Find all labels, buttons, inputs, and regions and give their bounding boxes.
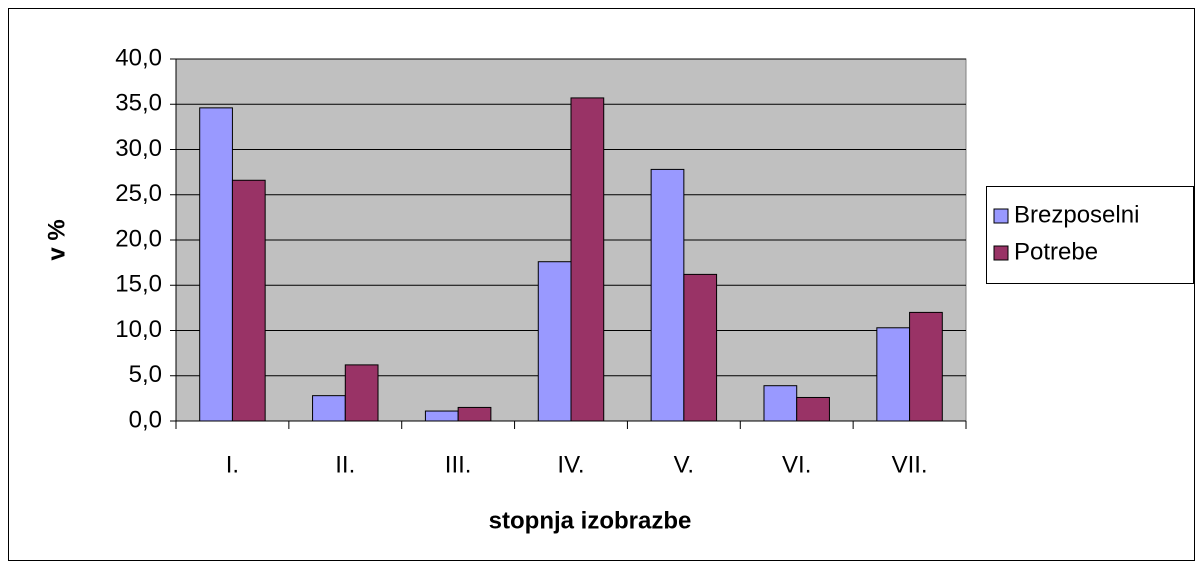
bar bbox=[763, 385, 798, 422]
x-tick-label: I. bbox=[226, 451, 239, 478]
y-tick-label: 20,0 bbox=[115, 225, 162, 252]
y-tick-label: 0,0 bbox=[129, 406, 162, 433]
legend-label: Potrebe bbox=[1014, 238, 1098, 265]
y-tick-label: 40,0 bbox=[115, 44, 162, 71]
bar bbox=[312, 395, 346, 422]
legend-box bbox=[986, 186, 1194, 284]
bar bbox=[457, 406, 492, 422]
legend-swatch bbox=[993, 245, 1009, 261]
bar bbox=[570, 97, 605, 422]
y-tick-label: 15,0 bbox=[115, 271, 162, 298]
x-tick-label: VII. bbox=[892, 451, 928, 478]
y-tick-label: 10,0 bbox=[115, 316, 162, 343]
x-tick-label: III. bbox=[445, 451, 472, 478]
bar bbox=[199, 107, 233, 422]
bar bbox=[537, 261, 572, 422]
bar bbox=[650, 168, 685, 422]
legend-label: Brezposelni bbox=[1014, 201, 1139, 228]
x-axis-title: stopnja izobrazbe bbox=[489, 507, 692, 534]
bar bbox=[231, 179, 266, 422]
y-axis-title: v % bbox=[43, 219, 70, 260]
bar bbox=[909, 311, 943, 422]
x-tick-label: IV. bbox=[557, 451, 584, 478]
x-tick-label: V. bbox=[674, 451, 694, 478]
y-tick-label: 5,0 bbox=[129, 361, 162, 388]
bar bbox=[796, 396, 830, 422]
y-tick-label: 25,0 bbox=[115, 180, 162, 207]
x-tick-label: II. bbox=[335, 451, 355, 478]
bar bbox=[424, 410, 459, 422]
bar bbox=[876, 327, 911, 422]
y-tick-label: 35,0 bbox=[115, 90, 162, 117]
y-tick-label: 30,0 bbox=[115, 135, 162, 162]
bar bbox=[344, 364, 379, 422]
x-tick-label: VI. bbox=[782, 451, 811, 478]
legend-swatch bbox=[993, 208, 1009, 224]
bar bbox=[683, 273, 718, 422]
